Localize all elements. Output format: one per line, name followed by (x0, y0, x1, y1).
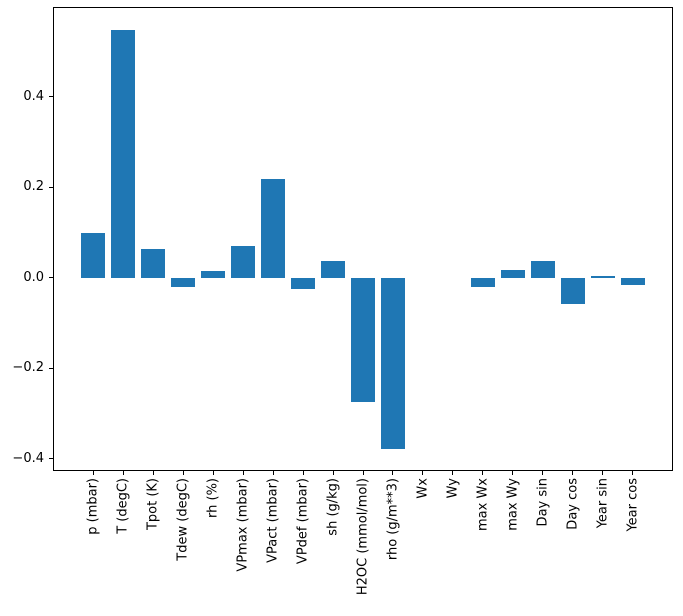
x-tick-mark (182, 471, 184, 475)
bar-max-wy (500, 270, 525, 278)
bar-year-sin (590, 276, 615, 278)
y-tick-mark (49, 96, 53, 98)
x-tick-label: VPmax (mbar) (235, 478, 251, 572)
x-tick-mark (512, 471, 514, 475)
x-tick-mark (302, 471, 304, 475)
y-tick-mark (49, 277, 53, 279)
y-tick-label: −0.2 (12, 360, 44, 376)
y-tick-label: −0.4 (12, 450, 44, 466)
x-tick-label: Year cos (625, 478, 641, 532)
bar-day-cos (560, 277, 585, 304)
x-tick-label: VPact (mbar) (265, 478, 281, 563)
x-tick-label: VPdef (mbar) (295, 478, 311, 565)
bar-year-cos (620, 277, 645, 286)
x-tick-label: Wy (445, 478, 461, 499)
bar-tdew-degc (171, 277, 196, 287)
bar-h2oc-mmol-mol (351, 277, 375, 402)
y-tick-mark (49, 458, 53, 460)
x-tick-mark (152, 471, 154, 475)
x-tick-mark (242, 471, 244, 475)
y-tick-mark (49, 186, 53, 188)
x-tick-mark (542, 471, 544, 475)
x-tick-mark (632, 471, 634, 475)
x-tick-label: p (mbar) (85, 478, 101, 535)
x-tick-label: rho (g/m**3) (385, 478, 401, 561)
bar-tpot-k (141, 249, 166, 278)
bar-max-wx (470, 277, 495, 287)
x-tick-mark (362, 471, 364, 475)
x-tick-mark (392, 471, 394, 475)
x-tick-label: Day cos (565, 478, 581, 530)
bar-p-mbar (81, 232, 106, 278)
bar-rh (201, 271, 226, 278)
bar-vpact-mbar (261, 178, 286, 278)
x-tick-label: max Wy (505, 478, 521, 531)
x-tick-label: Tpot (K) (145, 478, 161, 531)
bar-day-sin (530, 261, 555, 278)
y-tick-label: 0.2 (23, 179, 44, 195)
x-tick-label: rh (%) (205, 478, 221, 518)
x-tick-label: Wx (415, 478, 431, 499)
x-tick-label: Day sin (535, 478, 551, 527)
bar-vpmax-mbar (231, 246, 256, 278)
x-tick-mark (572, 471, 574, 475)
y-tick-mark (49, 367, 53, 369)
y-tick-label: 0.4 (23, 88, 44, 104)
x-tick-mark (212, 471, 214, 475)
x-tick-mark (422, 471, 424, 475)
y-tick-label: 0.0 (23, 269, 44, 285)
x-tick-mark (272, 471, 274, 475)
bar-t-degc (111, 30, 136, 278)
x-tick-mark (332, 471, 334, 475)
x-tick-mark (602, 471, 604, 475)
x-tick-label: Tdew (degC) (175, 478, 191, 561)
x-tick-mark (482, 471, 484, 475)
bar-sh-g-kg (321, 260, 345, 278)
x-tick-label: H2OC (mmol/mol) (355, 478, 371, 596)
x-tick-mark (122, 471, 124, 475)
x-tick-label: sh (g/kg) (325, 478, 341, 536)
x-tick-mark (92, 471, 94, 475)
x-tick-label: T (degC) (115, 478, 131, 534)
bar-vpdef-mbar (291, 277, 316, 290)
bar-rho-g-m-3 (380, 277, 405, 450)
x-tick-label: max Wx (475, 478, 491, 532)
x-tick-label: Year sin (595, 478, 611, 529)
x-tick-mark (452, 471, 454, 475)
